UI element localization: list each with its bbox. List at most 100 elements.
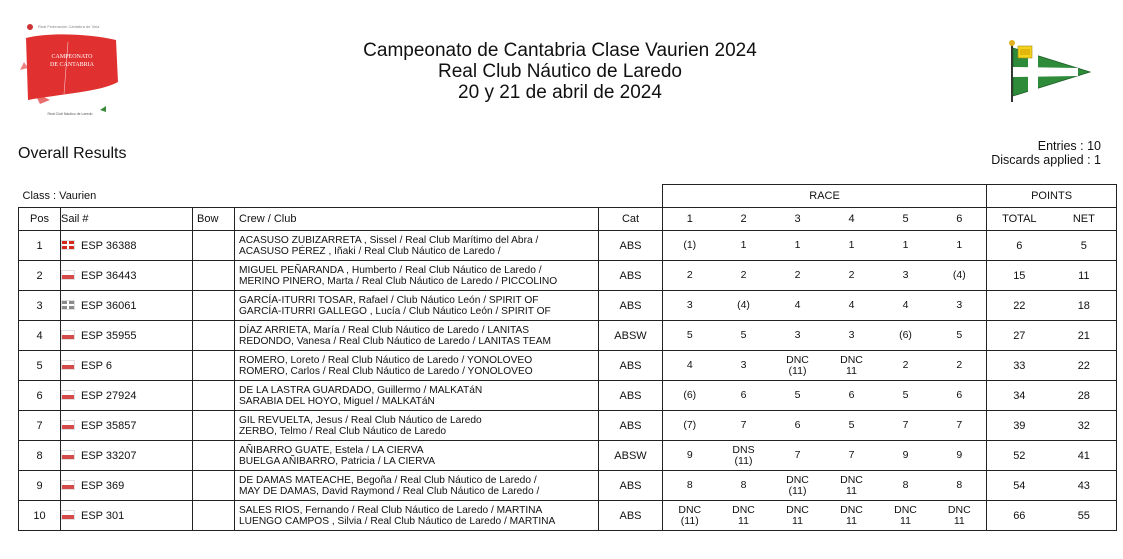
- race-cell: 4: [824, 290, 879, 321]
- race-score-points: 11: [846, 364, 857, 377]
- nation-flag-icon: [61, 419, 75, 430]
- race-cell: 5: [878, 380, 933, 411]
- race-cell: 5: [662, 320, 717, 351]
- net-cell: 5: [1051, 230, 1118, 261]
- race-score: 7: [794, 449, 801, 461]
- bow-cell: [192, 410, 235, 441]
- nation-flag-icon: [61, 509, 75, 520]
- table-row: 6 ESP 27924 DE LA LASTRA GUARDADO, Guill…: [18, 380, 1118, 411]
- sail-cell: ESP 27924: [60, 380, 193, 411]
- table-row: 9 ESP 369 DE DAMAS MATEACHE, Begoña / Re…: [18, 470, 1118, 501]
- race-cell: DNS (11): [716, 440, 771, 471]
- sail-cell: ESP 36388: [60, 230, 193, 261]
- event-title: Campeonato de Cantabria Clase Vaurien 20…: [260, 40, 860, 103]
- sail-cell: ESP 36061: [60, 290, 193, 321]
- race-cell: DNC 11: [824, 500, 879, 531]
- col-bow: Bow: [192, 207, 235, 231]
- race-cell: 5: [824, 410, 879, 441]
- crew-cell: DÍAZ ARRIETA, María / Real Club Náutico …: [234, 320, 599, 351]
- race-score-points: (11): [734, 454, 753, 467]
- title-line-2: Real Club Náutico de Laredo: [438, 61, 682, 82]
- race-score: 9: [902, 449, 909, 461]
- sail-cell: ESP 301: [60, 500, 193, 531]
- pos-cell: 2: [18, 260, 61, 291]
- race-score: 8: [686, 479, 693, 491]
- net-cell: 32: [1051, 410, 1118, 441]
- results-body: 1 ESP 36388 ACASUSO ZUBIZARRETA , Sissel…: [18, 230, 1118, 531]
- race-cell: DNC 11: [770, 500, 825, 531]
- race-score: 1: [740, 239, 747, 251]
- race-score: 3: [848, 329, 855, 341]
- bow-cell: [192, 230, 235, 261]
- race-cell: 7: [716, 410, 771, 441]
- net-cell: 43: [1051, 470, 1118, 501]
- race-score-points: (11): [788, 364, 807, 377]
- cat-cell: ABS: [598, 350, 663, 381]
- bow-cell: [192, 380, 235, 411]
- race-score: 5: [686, 329, 693, 341]
- cat-cell: ABS: [598, 470, 663, 501]
- race-score: DNC: [947, 503, 971, 516]
- total-cell: 22: [986, 290, 1052, 321]
- crew-cell: GIL REVUELTA, Jesus / Real Club Náutico …: [234, 410, 599, 441]
- race-score: DNC: [894, 503, 917, 516]
- crew-cell: MIGUEL PEÑARANDA , Humberto / Real Club …: [234, 260, 599, 291]
- sail-cell: ESP 6: [60, 350, 193, 381]
- pos-cell: 10: [18, 500, 61, 531]
- total-cell: 33: [986, 350, 1052, 381]
- race-score: DNS: [732, 443, 755, 456]
- race-score: 3: [686, 299, 693, 311]
- bow-cell: [192, 350, 235, 381]
- race-score: 5: [902, 389, 909, 401]
- race-score: 3: [902, 269, 909, 281]
- nation-flag-icon: [61, 359, 75, 370]
- race-cell: DNC 11: [878, 500, 933, 531]
- race-cell: (4): [932, 260, 987, 291]
- race-cell: 6: [716, 380, 771, 411]
- cat-cell: ABS: [598, 410, 663, 441]
- total-cell: 27: [986, 320, 1052, 351]
- race-cell: 7: [932, 410, 987, 441]
- race-score: DNC: [732, 503, 755, 516]
- table-row: 8 ESP 33207 AÑIBARRO GUATE, Estela / LA …: [18, 440, 1118, 471]
- sail-cell: ESP 33207: [60, 440, 193, 471]
- race-score: 3: [794, 329, 801, 341]
- total-cell: 39: [986, 410, 1052, 441]
- discards-applied: Discards applied : 1: [991, 153, 1101, 167]
- results-table: Class : Vaurien RACE POINTS Pos Sail # B…: [18, 184, 1118, 531]
- race-score: 2: [902, 359, 909, 371]
- race-score: 5: [794, 389, 801, 401]
- race-score: DNC: [786, 353, 809, 366]
- race-cell: 5: [716, 320, 771, 351]
- bow-cell: [192, 260, 235, 291]
- race-score: 2: [848, 269, 855, 281]
- race-cell: 3: [770, 320, 825, 351]
- race-cell: 1: [932, 230, 987, 261]
- sail-cell: ESP 369: [60, 470, 193, 501]
- cat-cell: ABS: [598, 380, 663, 411]
- nation-flag-icon: [61, 269, 75, 280]
- race-cell: 7: [878, 410, 933, 441]
- race-cell: DNC (11): [770, 470, 825, 501]
- title-line-1: Campeonato de Cantabria Clase Vaurien 20…: [363, 40, 757, 61]
- race-score: DNC: [678, 503, 702, 516]
- logo-text-1: CAMPEONATO: [52, 54, 94, 60]
- race-score: (1): [683, 239, 697, 251]
- entries-summary: Entries : 10 Discards applied : 1: [991, 139, 1101, 167]
- race-score: 1: [848, 239, 855, 251]
- net-cell: 18: [1051, 290, 1118, 321]
- group-header-row: Class : Vaurien RACE POINTS: [19, 184, 1118, 208]
- race-score: 3: [956, 299, 963, 311]
- race-cell: DNC 11: [824, 470, 879, 501]
- table-row: 10 ESP 301 SALES RIOS, Fernando / Real C…: [18, 500, 1118, 531]
- race-cell: 1: [716, 230, 771, 261]
- nation-flag-icon: [61, 299, 75, 310]
- svg-text:Real Club Náutico de Laredo: Real Club Náutico de Laredo: [48, 112, 93, 116]
- total-cell: 34: [986, 380, 1052, 411]
- race-score: 7: [902, 419, 909, 431]
- race-cell: 1: [770, 230, 825, 261]
- table-row: 5 ESP 6 ROMERO, Loreto / Real Club Náuti…: [18, 350, 1118, 381]
- race-score: 2: [794, 269, 801, 281]
- race-score: 5: [848, 419, 855, 431]
- pos-cell: 7: [18, 410, 61, 441]
